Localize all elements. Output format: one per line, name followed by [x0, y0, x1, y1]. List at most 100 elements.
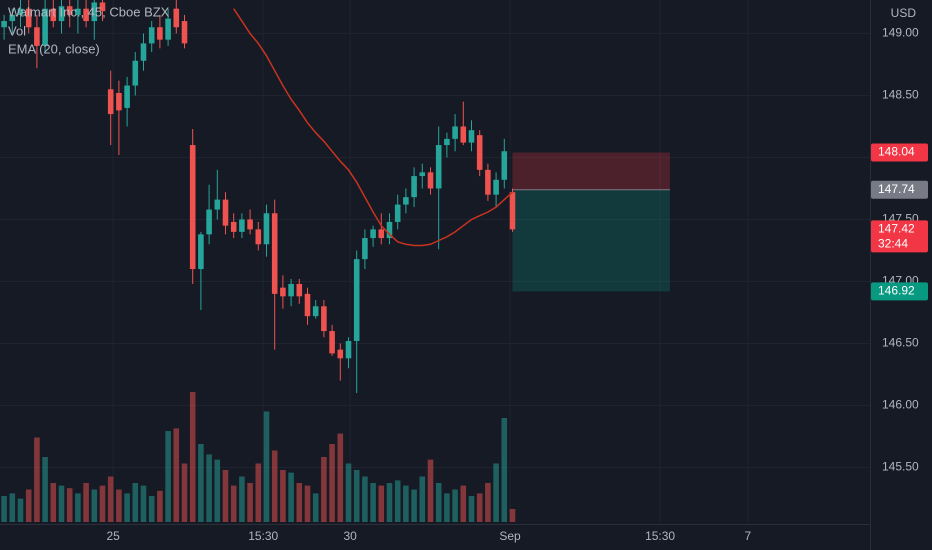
candle-body	[42, 8, 48, 46]
y-tick-label: 146.50	[882, 336, 919, 350]
volume-bar	[148, 496, 155, 522]
candle-body	[468, 130, 475, 143]
candle-body	[288, 283, 294, 297]
candle-body	[485, 169, 491, 195]
candle-body	[148, 27, 155, 44]
candle-body	[83, 8, 89, 22]
volume-bar	[444, 493, 450, 522]
target-zone	[512, 189, 670, 292]
price-label: 147.42	[878, 222, 915, 236]
candle-body	[58, 6, 65, 22]
candle-body	[386, 221, 393, 239]
volume-bar	[25, 489, 32, 522]
candle-body	[345, 340, 352, 359]
volume-bar	[91, 489, 98, 522]
candle-body	[509, 192, 516, 230]
volume-bar	[34, 437, 40, 522]
volume-bar	[66, 488, 73, 522]
volume-bar	[116, 489, 122, 522]
overlay-layer	[233, 8, 514, 247]
price-label: 146.92	[878, 284, 915, 298]
x-tick-label: 30	[343, 529, 357, 543]
volume-bar	[124, 493, 130, 522]
volume-bar	[107, 476, 114, 522]
candle-body	[165, 18, 171, 40]
volume-bar	[165, 431, 171, 522]
axis-layer: 145.50146.00146.50147.00147.50148.00148.…	[106, 26, 928, 543]
x-tick-label: 25	[106, 529, 120, 543]
price-label-box	[871, 143, 928, 162]
volume-bar	[337, 433, 344, 522]
volume-bar	[321, 457, 327, 522]
volume-bar	[181, 463, 188, 522]
candle-body	[157, 27, 163, 40]
volume-bar	[247, 483, 253, 522]
candle-body	[247, 219, 253, 230]
candle-body	[124, 85, 130, 108]
stop-zone	[512, 152, 670, 190]
volume-bar	[312, 493, 319, 522]
volume-bar	[42, 457, 48, 522]
candle-body	[329, 331, 335, 354]
y-tick-label: 146.00	[882, 398, 919, 412]
volume-bar	[230, 485, 237, 522]
candle-body	[394, 204, 401, 222]
candle-body	[460, 126, 467, 143]
candle-body	[419, 172, 426, 177]
candle-body	[411, 176, 417, 198]
legend-volume: Vol	[8, 23, 26, 38]
candle-body	[501, 151, 508, 180]
candle-body	[116, 92, 122, 111]
candle-body	[75, 8, 81, 15]
y-tick-label: 149.00	[882, 26, 919, 40]
candle-body	[304, 293, 311, 317]
candle-body	[140, 43, 147, 61]
volume-bar	[9, 493, 16, 522]
candle-body	[476, 135, 483, 170]
candle-body	[296, 283, 303, 297]
candle-body	[1, 21, 7, 28]
candle-body	[444, 138, 450, 146]
candle-body	[239, 219, 245, 232]
x-tick-label: Sep	[499, 529, 521, 543]
volume-bar	[198, 444, 204, 522]
candle-body	[493, 179, 499, 195]
candle-body	[378, 229, 385, 239]
candle-body	[263, 213, 270, 245]
volume-bar	[189, 392, 196, 522]
ema-line	[233, 8, 514, 247]
x-tick-label: 15:30	[248, 529, 278, 543]
volume-bar	[476, 493, 483, 522]
volume-bar	[362, 476, 368, 522]
candle-body	[230, 221, 237, 232]
volume-bar	[403, 485, 409, 522]
volume-bar	[419, 476, 426, 522]
candle-body	[452, 126, 458, 139]
price-label-box	[871, 220, 928, 253]
volume-bar	[386, 483, 393, 522]
candle-body	[91, 2, 98, 22]
volume-bar	[501, 418, 508, 522]
candle-body	[25, 8, 32, 28]
candle-body	[280, 287, 286, 297]
candle-body	[198, 234, 204, 270]
volume-bar	[345, 463, 352, 522]
candle-body	[206, 209, 212, 235]
candle-body	[181, 21, 188, 44]
volume-bar	[1, 496, 7, 522]
candle-layer	[1, 0, 516, 394]
volume-bar	[58, 485, 65, 522]
candle-body	[50, 8, 57, 22]
volume-bar	[239, 476, 245, 522]
volume-bar	[271, 450, 278, 522]
volume-bar	[329, 444, 335, 522]
candle-body	[337, 349, 344, 359]
volume-bar	[255, 463, 262, 522]
volume-bar	[460, 485, 467, 522]
currency: USD	[891, 6, 917, 20]
candle-body	[435, 145, 442, 189]
volume-bar	[206, 454, 212, 522]
volume-bar	[394, 480, 401, 522]
volume-bar	[493, 463, 499, 522]
